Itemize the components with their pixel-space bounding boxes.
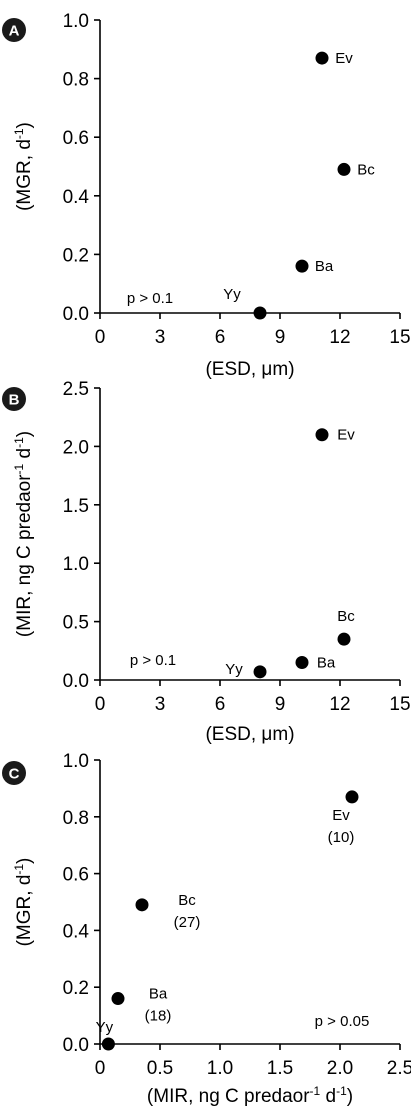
y-tick-label: 0.6 [63,865,89,886]
x-tick-label: 2.0 [327,1058,353,1079]
data-point [253,665,267,679]
chart-panel-a: A 0.0 0.2 0.4 0.6 0.8 1.0 0 3 6 9 12 15 (ESD, μm) (MGR… [2,11,411,380]
x-axis-label: (ESD, μm) [205,724,294,745]
data-point [295,655,309,669]
y-tick-label: 1.0 [63,554,89,575]
x-tick-label: 9 [275,327,286,348]
x-tick-label: 0.5 [147,1058,173,1079]
stat-note: p > 0.05 [315,1013,370,1030]
point-label: Ba [317,654,336,671]
point-label: Ev [337,427,355,444]
x-tick-label: 12 [329,327,350,348]
x-tick-label: 0 [95,694,106,715]
y-tick-label: 0.2 [63,978,89,999]
panel-badge-label: B [9,392,20,409]
x-tick-label: 9 [275,694,286,715]
stat-note: p > 0.1 [127,290,173,307]
chart-panel-c: C 0.0 0.2 0.4 0.6 0.8 1.0 0 0.5 1.0 1.5 2.0 2.5 (MIR,… [2,751,411,1107]
y-tick-label: 0.4 [63,187,90,208]
panel-badge [2,18,26,42]
point-sample-count: (10) [328,829,355,846]
y-tick-label: 2.0 [63,437,89,458]
x-tick-label: 0 [95,1058,106,1079]
y-axis-label: (MGR, d-1) [12,858,35,947]
data-point [111,992,125,1006]
data-point [315,51,329,65]
y-axis-label: (MIR, ng C predaor-1 d-1) [12,431,35,637]
x-tick-label: 15 [389,694,410,715]
data-point [101,1037,115,1051]
y-tick-label: 1.5 [63,496,89,517]
data-point [315,428,329,442]
y-tick-label: 0.2 [63,245,89,266]
panel-badge [2,387,26,411]
y-tick-label: 0.6 [63,128,89,149]
x-tick-label: 3 [155,694,166,715]
data-point [253,306,267,320]
point-label: Yy [96,1019,114,1036]
panel-badge [2,761,26,785]
x-tick-label: 2.5 [387,1058,411,1079]
point-label: Yy [225,661,243,678]
point-label: Bc [357,161,375,178]
x-axis-label: (MIR, ng C predaor-1 d-1) [147,1084,353,1107]
y-tick-label: 0.5 [63,613,89,634]
y-tick-label: 0.0 [63,671,89,692]
panel-badge-label: A [9,23,20,40]
data-point [337,632,351,646]
point-label: Bc [178,892,196,909]
y-tick-label: 0.4 [63,921,90,942]
point-label: Ev [335,50,353,67]
x-tick-label: 6 [215,327,226,348]
data-point [337,162,351,176]
y-axis-label: (MGR, d-1) [12,122,35,211]
y-tick-label: 0.0 [63,304,89,325]
y-tick-label: 0.8 [63,70,89,91]
point-sample-count: (18) [145,1008,172,1025]
y-tick-label: 2.5 [63,379,89,400]
x-tick-label: 3 [155,327,166,348]
data-point [135,898,149,912]
x-tick-label: 12 [329,694,350,715]
point-label: Yy [223,286,241,303]
point-label: Ba [315,258,334,275]
x-tick-label: 1.0 [207,1058,233,1079]
point-label: Bc [337,608,355,625]
stat-note: p > 0.1 [130,652,176,669]
point-label: Ev [332,807,350,824]
x-tick-label: 1.5 [267,1058,293,1079]
chart-panel-b: B 0.0 0.5 1.0 1.5 2.0 2.5 0 3 6 9 12 15 (ESD, μm) (MIR… [2,379,411,745]
y-tick-label: 0.0 [63,1035,89,1056]
data-point [345,790,359,804]
y-tick-label: 1.0 [63,11,89,32]
panel-badge-label: C [9,766,20,783]
point-label: Ba [149,986,168,1003]
y-tick-label: 0.8 [63,808,89,829]
x-axis-label: (ESD, μm) [205,359,294,380]
point-sample-count: (27) [174,914,201,931]
data-point [295,259,309,273]
x-tick-label: 6 [215,694,226,715]
x-tick-label: 15 [389,327,410,348]
y-tick-label: 1.0 [63,751,89,772]
x-tick-label: 0 [95,327,106,348]
